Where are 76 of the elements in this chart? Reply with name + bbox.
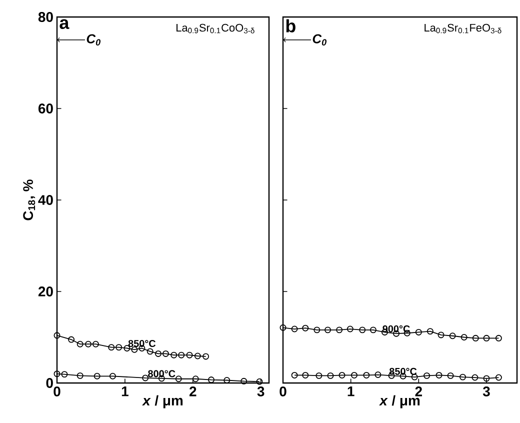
point <box>76 372 84 379</box>
text: La$_{0.9}$Sr$_{0.1}$CoO$_{3-δ}$ <box>176 24 254 34</box>
point <box>192 376 199 382</box>
point <box>336 326 343 334</box>
point <box>350 372 358 378</box>
point <box>175 376 182 382</box>
point <box>327 372 334 379</box>
point <box>291 326 298 332</box>
point <box>146 348 154 355</box>
point <box>460 374 466 380</box>
chart-title: a <box>60 19 70 30</box>
x-tick-label: 1 <box>348 386 354 396</box>
point <box>186 352 193 358</box>
point <box>359 326 366 334</box>
point <box>447 372 454 379</box>
y-tick-label: 20 <box>38 286 53 296</box>
x-axis-title: x / μm <box>379 395 420 408</box>
point <box>436 372 442 378</box>
y-tick-label: 60 <box>38 104 53 114</box>
point <box>346 326 354 332</box>
text: La$_{0.9}$Sr$_{0.1}$FeO$_{3-δ}$ <box>424 24 502 34</box>
point <box>116 344 122 351</box>
point <box>85 340 92 348</box>
annotation: C$_{0}$ <box>86 34 101 46</box>
point <box>68 336 75 343</box>
point <box>438 332 444 338</box>
point <box>92 340 99 348</box>
y-tick-label: 0 <box>46 378 53 388</box>
point <box>483 334 490 342</box>
point <box>424 372 430 379</box>
point <box>449 332 456 340</box>
point <box>108 344 115 351</box>
annotation: C$_{0}$ <box>312 34 327 46</box>
point <box>208 376 214 384</box>
point <box>142 374 149 382</box>
x-tick-label: 2 <box>190 386 196 396</box>
point <box>460 334 468 340</box>
point <box>415 328 422 336</box>
point <box>374 372 382 378</box>
point <box>314 326 320 334</box>
point <box>316 372 322 379</box>
point <box>224 377 230 384</box>
point <box>94 372 100 380</box>
y-tick-label: 80 <box>38 12 53 22</box>
point <box>338 372 346 378</box>
point <box>194 352 201 360</box>
point <box>472 374 478 381</box>
y-axis-title: C$_{18}$, % <box>23 180 36 220</box>
x-axis-title: x / μm <box>142 395 183 408</box>
x-tick-label: 1 <box>122 386 128 396</box>
x-tick-label: 3 <box>257 386 264 396</box>
point <box>178 352 185 358</box>
x-tick-label: 3 <box>482 386 490 396</box>
point <box>302 324 309 332</box>
x-tick-label: 0 <box>280 386 286 396</box>
point <box>155 350 162 357</box>
series-label: 850°C <box>128 340 156 348</box>
point <box>109 372 116 380</box>
point <box>170 352 178 358</box>
y-tick-label: 40 <box>38 195 53 205</box>
x-tick-label: 0 <box>54 386 60 396</box>
point <box>162 350 169 357</box>
point <box>363 372 370 378</box>
point <box>426 328 434 335</box>
chart-title: b <box>286 19 296 32</box>
series-label: 900°C <box>382 325 410 332</box>
point <box>302 372 309 378</box>
point <box>324 326 332 334</box>
point <box>472 334 479 342</box>
point <box>370 326 376 334</box>
point <box>61 371 68 378</box>
point <box>76 340 84 348</box>
x-tick-label: 2 <box>415 386 422 396</box>
point <box>240 378 248 384</box>
series-label: 850°C <box>389 368 417 375</box>
series-label: 800°C <box>148 370 176 378</box>
